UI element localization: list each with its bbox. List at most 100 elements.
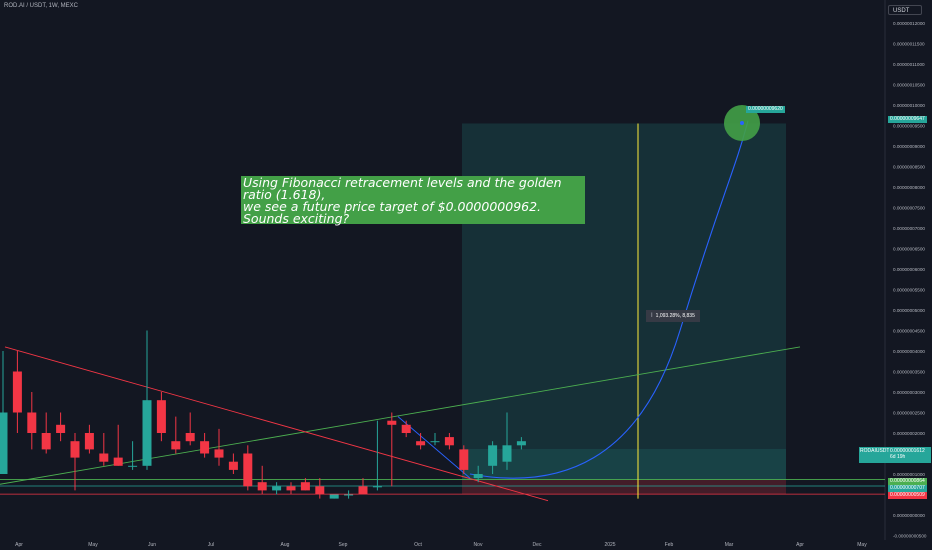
last-price: 0.00000001612 <box>890 448 925 454</box>
annotation-line-3: Sounds exciting? <box>243 211 350 226</box>
y-tick-label: 0.00000006000 <box>893 267 925 272</box>
candle-body <box>358 486 368 495</box>
y-tick-label: 0.00000010000 <box>893 103 925 108</box>
candle-body <box>228 461 238 470</box>
target-point <box>740 121 744 125</box>
candle-body <box>300 482 310 491</box>
y-tick-label: 0.00000001000 <box>893 472 925 477</box>
candle-body <box>128 465 138 467</box>
target-price-tag: 0.00000009620 <box>746 106 785 113</box>
stop-zone <box>462 479 786 495</box>
annotation-line-2: we see a future price target of $0.00000… <box>243 199 542 214</box>
target-axis-tag: 0.00000009647 <box>888 116 927 123</box>
candle-body <box>142 400 152 466</box>
y-tick-label: 0.00000009500 <box>893 124 925 129</box>
last-price-tag: 0.00000001612 6d 19h <box>889 447 931 463</box>
candle-body <box>329 494 339 499</box>
level-tag-3: 0.00000000509 <box>888 492 927 499</box>
candle-body <box>516 441 526 446</box>
symbol-title: ROD.AI / USDT, 1W, MEXC <box>4 3 79 9</box>
candle-body <box>401 424 411 433</box>
level-tag-1: 0.00000000864 <box>888 478 927 485</box>
annotation-line-1: Using Fibonacci retracement levels and t… <box>243 175 562 202</box>
candle-body <box>502 445 512 462</box>
y-tick-label: 0.00000008500 <box>893 165 925 170</box>
y-tick-label: 0.00000004500 <box>893 329 925 334</box>
measure-tooltip: I 1,093.28%, 8,835 <box>646 310 700 322</box>
trend-line-red <box>4 346 549 502</box>
x-tick-label: Aug <box>281 542 290 548</box>
x-tick-label: Dec <box>533 542 542 548</box>
y-tick-label: 0.00000000000 <box>893 513 925 518</box>
candle-body <box>214 449 224 458</box>
y-tick-label: 0.00000003500 <box>893 370 925 375</box>
y-tick-label: 0.00000003000 <box>893 390 925 395</box>
y-tick-label: 0.00000004000 <box>893 349 925 354</box>
candle-body <box>27 412 37 433</box>
candle-body <box>41 433 51 450</box>
y-tick-label: 0.00000005500 <box>893 288 925 293</box>
profit-zone <box>462 123 786 449</box>
candle-body <box>156 400 166 433</box>
candle-body <box>372 486 382 488</box>
x-tick-label: Feb <box>665 542 674 548</box>
candle-body <box>286 486 296 491</box>
candle-body <box>257 482 267 491</box>
candle-body <box>56 424 66 433</box>
x-tick-label: Oct <box>414 542 422 548</box>
projection-curve <box>469 120 749 479</box>
candle-body <box>113 457 123 466</box>
symbol-tag: RODAIUSDT <box>859 447 891 463</box>
candle-body <box>171 441 181 450</box>
x-tick-label: Nov <box>474 542 483 548</box>
level-tag-2: 0.00000000707 <box>888 485 927 492</box>
x-tick-label: May <box>857 542 867 548</box>
y-tick-label: 0.00000011500 <box>893 42 925 47</box>
entry-zone <box>462 448 786 480</box>
candle-body <box>272 486 282 491</box>
symbol-name: RODAIUSDT <box>860 448 890 454</box>
y-tick-label: 0.00000008000 <box>893 185 925 190</box>
currency-selector[interactable]: USDT <box>888 5 922 15</box>
y-tick-label: 0.00000006500 <box>893 247 925 252</box>
candle-body <box>459 449 469 470</box>
y-tick-label: 0.00000012000 <box>893 21 925 26</box>
candle-body <box>84 433 94 450</box>
candle-body <box>0 412 8 474</box>
candle-body <box>243 453 253 487</box>
y-tick-label: 0.00000010500 <box>893 83 925 88</box>
y-tick-label: -0.00000000500 <box>893 534 927 539</box>
candle-body <box>315 486 325 495</box>
candle-body <box>185 433 195 442</box>
candle-body <box>444 437 454 446</box>
candle-body <box>70 441 80 458</box>
cursor-icon: I <box>651 313 653 319</box>
bar-countdown: 6d 19h <box>890 454 906 460</box>
trend-line-green <box>0 346 801 485</box>
candle-body <box>200 441 210 454</box>
y-tick-label: 0.00000002500 <box>893 411 925 416</box>
candle-body <box>387 420 397 425</box>
x-tick-label: Sep <box>339 542 348 548</box>
x-tick-label: May <box>88 542 98 548</box>
text-annotation[interactable]: Using Fibonacci retracement levels and t… <box>241 175 585 226</box>
y-tick-label: 0.00000011000 <box>893 62 925 67</box>
x-tick-label: Jun <box>148 542 156 548</box>
candle-body <box>12 371 22 413</box>
x-tick-label: Apr <box>796 542 804 548</box>
y-tick-label: 0.00000009000 <box>893 144 925 149</box>
candle-body <box>344 494 354 496</box>
y-tick-label: 0.00000002000 <box>893 431 925 436</box>
candle-body <box>416 441 426 446</box>
measure-value: 1,093.28%, 8,835 <box>655 313 695 319</box>
candle-body <box>488 445 498 466</box>
y-tick-label: 0.00000007000 <box>893 226 925 231</box>
y-tick-label: 0.00000005000 <box>893 308 925 313</box>
x-tick-label: Apr <box>15 542 23 548</box>
candle-body <box>99 453 109 462</box>
y-tick-label: 0.00000007500 <box>893 206 925 211</box>
candle-body <box>473 474 483 479</box>
x-tick-label: Jul <box>208 542 214 548</box>
x-tick-label: Mar <box>725 542 734 548</box>
